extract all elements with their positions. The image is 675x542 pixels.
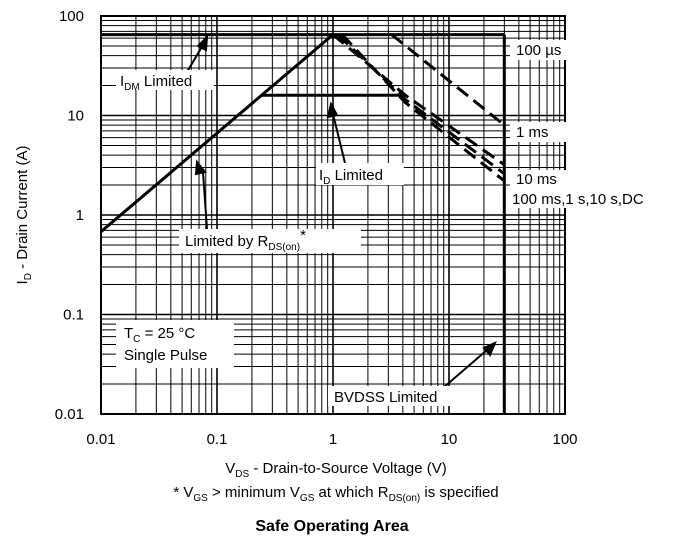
x-axis-title: VDS - Drain-to-Source Voltage (V) bbox=[225, 460, 447, 480]
label-bg-bvdss bbox=[328, 386, 468, 406]
label-bg-100us bbox=[510, 40, 570, 60]
label-bg-id bbox=[316, 163, 404, 185]
label-bg-idm bbox=[116, 70, 214, 90]
annotation-labels: IDM Limited ID Limited Limited by RDS(on… bbox=[116, 40, 644, 406]
label-bg-1ms bbox=[510, 122, 570, 142]
arrow-bvdss bbox=[442, 349, 488, 389]
arrow-bvdss-head bbox=[482, 341, 497, 357]
label-rds-limited: Limited by RDS(on)* bbox=[185, 227, 306, 253]
arrow-idm-head bbox=[196, 34, 209, 52]
arrow-id bbox=[332, 113, 346, 164]
x-tick-label: 0.1 bbox=[207, 431, 228, 448]
y-axis-title: ID - Drain Current (A) bbox=[14, 146, 34, 285]
label-idm-limited: IDM Limited bbox=[120, 73, 192, 93]
label-dc: 100 ms,1 s,10 s,DC bbox=[512, 191, 644, 208]
label-10ms: 10 ms bbox=[516, 171, 557, 188]
x-tick-label: 100 bbox=[552, 431, 577, 448]
label-bg-10ms bbox=[510, 170, 570, 208]
arrow-id-head bbox=[326, 101, 339, 119]
plot-frame bbox=[100, 15, 566, 415]
curve-100-ms-1-s-10-s-dc bbox=[341, 33, 506, 183]
x-tick-label: 0.01 bbox=[86, 431, 115, 448]
y-tick-label: 10 bbox=[67, 108, 84, 125]
label-100us: 100 µs bbox=[516, 42, 561, 59]
arrow-rds-head bbox=[194, 159, 207, 176]
label-id-limited: ID Limited bbox=[319, 167, 383, 187]
label-single-pulse: Single Pulse bbox=[124, 347, 207, 364]
arrow-idm bbox=[186, 44, 204, 73]
arrow-rds bbox=[202, 171, 208, 230]
curves bbox=[100, 33, 506, 414]
x-tick-label: 10 bbox=[441, 431, 458, 448]
label-bg-tc bbox=[116, 320, 234, 368]
y-tick-label: 0.01 bbox=[55, 406, 84, 423]
chart-title: Safe Operating Area bbox=[255, 518, 408, 535]
y-tick-label: 1 bbox=[76, 207, 84, 224]
y-tick-label: 100 bbox=[59, 8, 84, 25]
label-1ms: 1 ms bbox=[516, 124, 549, 141]
x-tick-labels: 0.01 0.1 1 10 100 bbox=[86, 431, 577, 448]
y-tick-labels: 0.01 0.1 1 10 100 bbox=[55, 8, 84, 423]
label-bg-rds bbox=[179, 229, 361, 253]
annotation-arrows bbox=[186, 34, 497, 389]
x-tick-label: 1 bbox=[329, 431, 337, 448]
curve-limited-by-r bbox=[100, 33, 334, 233]
y-tick-label: 0.1 bbox=[63, 307, 84, 324]
label-tc: TC = 25 °C bbox=[124, 325, 195, 345]
curve-100-s bbox=[390, 33, 506, 127]
label-bvdss-limited: BVDSS Limited bbox=[334, 389, 437, 406]
footnote: * VGS > minimum VGS at which RDS(on) is … bbox=[173, 484, 498, 504]
